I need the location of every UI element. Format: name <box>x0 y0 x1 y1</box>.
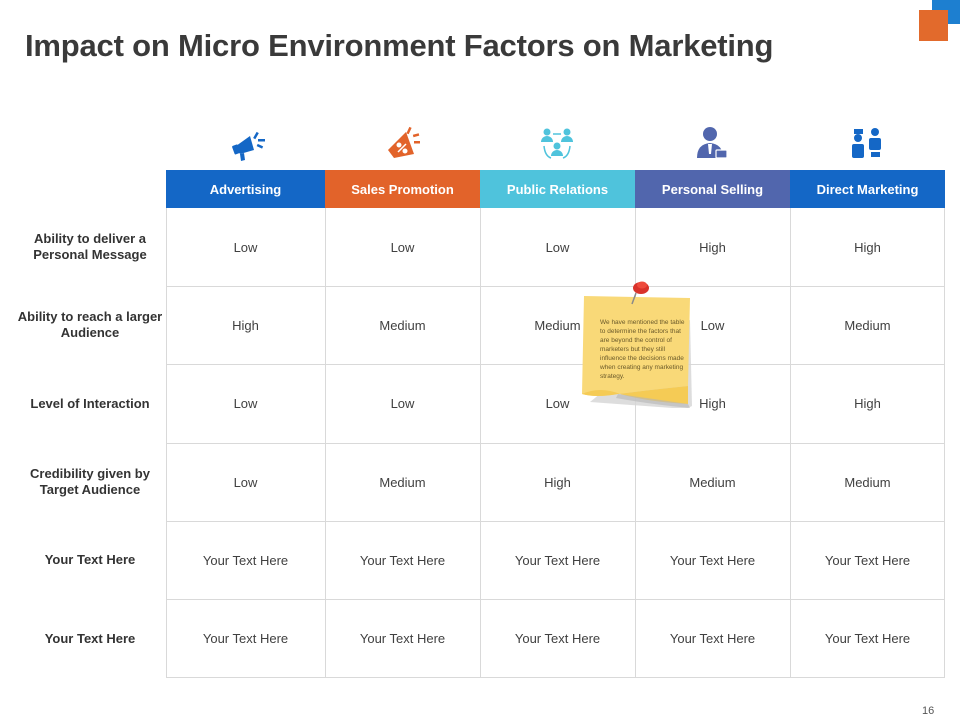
row-label-credibility: Credibility given by Target Audience <box>30 466 150 497</box>
column-divider <box>325 208 326 678</box>
header-personal-selling: Personal Selling <box>635 170 790 208</box>
two-people-icon <box>847 124 887 164</box>
table-cell: Your Text Here <box>202 631 289 646</box>
sticky-note: We have mentioned the table to determine… <box>578 281 698 408</box>
table-cell: Medium <box>379 317 426 333</box>
row-label-placeholder: Your Text Here <box>44 552 136 567</box>
table-cell: High <box>232 317 259 333</box>
discount-megaphone-icon <box>382 124 422 164</box>
row-divider <box>166 443 945 444</box>
row-divider <box>166 364 945 365</box>
table-cell: Low <box>390 396 415 411</box>
column-divider <box>480 208 481 678</box>
header-direct-marketing: Direct Marketing <box>790 170 945 208</box>
table-cell: Low <box>545 396 570 411</box>
corner-accent-blue <box>932 0 960 10</box>
table-cell: Medium <box>844 474 891 490</box>
table-cell: Medium <box>844 317 891 333</box>
row-divider <box>166 599 945 600</box>
column-divider <box>635 208 636 678</box>
people-network-icon <box>537 124 577 164</box>
slide-title: Impact on Micro Environment Factors on M… <box>25 28 774 63</box>
table-cell: Your Text Here <box>824 552 911 568</box>
table-cell: Your Text Here <box>514 631 601 646</box>
row-divider <box>166 521 945 522</box>
table-cell: Your Text Here <box>359 631 446 646</box>
salesperson-icon <box>692 124 732 164</box>
table-cell: High <box>699 239 726 255</box>
table-cell: Low <box>700 317 725 333</box>
header-public-relations: Public Relations <box>480 170 635 208</box>
row-label-reach-audience: Ability to reach a larger Audience <box>17 309 163 340</box>
table-cell: High <box>699 396 726 411</box>
row-label-placeholder: Your Text Here <box>44 630 136 646</box>
megaphone-icon <box>228 124 268 164</box>
header-advertising: Advertising <box>166 170 325 208</box>
row-label-personal-message: Ability to deliver a Personal Message <box>33 231 147 262</box>
table-cell: High <box>854 239 881 255</box>
table-cell: Low <box>233 396 258 411</box>
table-cell: Low <box>233 239 258 255</box>
table-cell: Your Text Here <box>669 552 756 568</box>
table-cell: Medium <box>379 474 426 490</box>
page-number: 16 <box>922 705 935 717</box>
table-cell: High <box>544 474 571 490</box>
table-cell: Medium <box>689 474 736 490</box>
column-icons-row <box>0 124 960 164</box>
table-cell: Your Text Here <box>514 552 601 568</box>
table-cell: Your Text Here <box>359 552 446 568</box>
table-cell: Your Text Here <box>202 552 289 568</box>
table-cell: Your Text Here <box>669 631 756 646</box>
table-cell: Medium <box>534 317 581 333</box>
column-divider <box>790 208 791 678</box>
table-cell: Low <box>545 239 570 255</box>
push-pin-icon <box>628 278 652 306</box>
row-divider <box>166 286 945 287</box>
corner-accent-orange <box>919 10 948 41</box>
row-label-interaction: Level of Interaction <box>30 395 150 411</box>
table-cell: Your Text Here <box>824 631 911 646</box>
table-cell: High <box>854 396 881 411</box>
table-cell: Low <box>233 474 258 490</box>
corner-accent-blue-side <box>948 10 960 24</box>
sticky-note-text: We have mentioned the table to determine… <box>600 319 685 380</box>
header-sales-promotion: Sales Promotion <box>325 170 480 208</box>
table-cell: Low <box>390 239 415 255</box>
